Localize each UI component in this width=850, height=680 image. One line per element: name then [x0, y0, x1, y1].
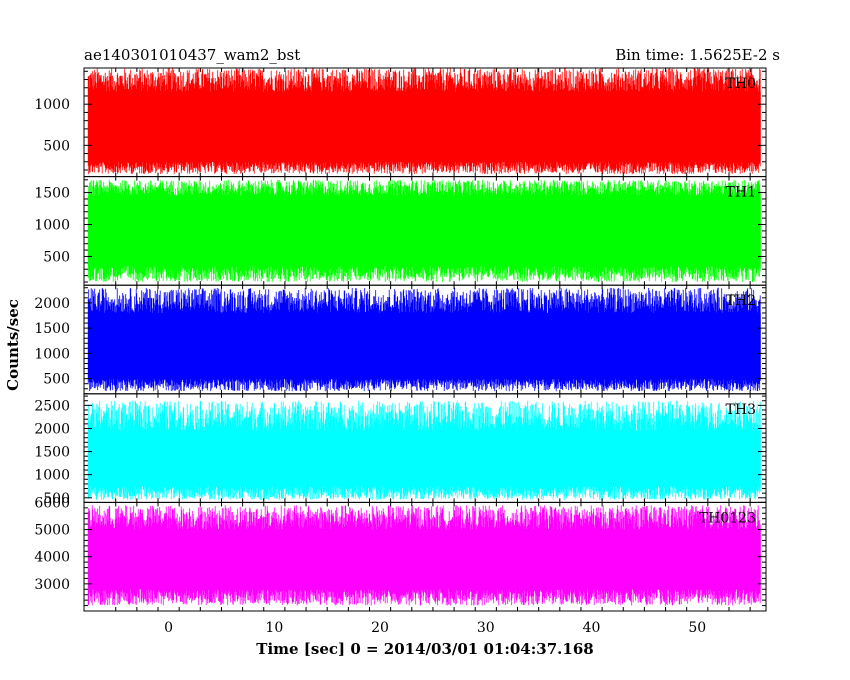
- chart-title-right: Bin time: 1.5625E-2 s: [615, 46, 780, 64]
- panels-group: 500 1000 TH0 500 1000 1500 TH1 500 1000 1500 2000 T…: [34, 67, 767, 612]
- y-tick-label: 500: [43, 249, 70, 265]
- x-tick-label: 50: [688, 620, 706, 636]
- panel-name-label: TH2: [726, 293, 756, 309]
- panel-th0123: 3000 4000 5000 6000 TH0123: [34, 495, 767, 612]
- x-tick-label: 20: [371, 620, 389, 636]
- x-axis-label: Time [sec] 0 = 2014/03/01 01:04:37.168: [256, 640, 593, 658]
- y-axis-label: Counts/sec: [4, 299, 22, 391]
- y-tick-label: 500: [43, 491, 70, 507]
- panel-name-label: TH0123: [699, 510, 756, 526]
- y-tick-label: 500: [43, 138, 70, 154]
- panel-th0: 500 1000 TH0: [34, 67, 767, 178]
- y-tick-label: 1000: [34, 346, 70, 362]
- y-tick-label: 1500: [34, 445, 70, 461]
- y-tick-label: 2000: [34, 296, 70, 312]
- series-trace-th0: [87, 68, 761, 175]
- y-tick-label: 4000: [34, 550, 70, 566]
- x-tick-label: 40: [583, 620, 601, 636]
- panel-name-label: TH3: [726, 402, 756, 418]
- series-trace-th1: [87, 179, 761, 282]
- x-tick-label: 10: [265, 620, 283, 636]
- series-trace-th3: [87, 400, 761, 501]
- x-tick-label: 0: [164, 620, 173, 636]
- panel-th3: 500 1000 1500 2000 2500 TH3: [34, 393, 767, 507]
- y-tick-label: 1500: [34, 186, 70, 202]
- panel-name-label: TH0: [726, 76, 756, 92]
- y-tick-label: 2500: [34, 398, 70, 414]
- chart-title-left: ae140301010437_wam2_bst: [84, 46, 300, 64]
- y-tick-label: 3000: [34, 577, 70, 593]
- y-tick-label: 500: [43, 372, 70, 388]
- y-tick-label: 1500: [34, 321, 70, 337]
- series-trace-th0123: [87, 505, 761, 606]
- y-tick-label: 2000: [34, 421, 70, 437]
- x-axis: 0 10 20 30 40 50: [164, 620, 706, 636]
- y-tick-label: 6000: [34, 495, 70, 511]
- y-tick-label: 1000: [34, 218, 70, 234]
- y-tick-label: 1000: [34, 468, 70, 484]
- y-tick-label: 5000: [34, 523, 70, 539]
- series-trace-th2: [87, 287, 761, 392]
- y-tick-label: 1000: [34, 97, 70, 113]
- x-tick-label: 30: [477, 620, 495, 636]
- panel-th1: 500 1000 1500 TH1: [34, 176, 767, 286]
- panel-th2: 500 1000 1500 2000 TH2: [34, 284, 767, 395]
- panel-name-label: TH1: [726, 185, 756, 201]
